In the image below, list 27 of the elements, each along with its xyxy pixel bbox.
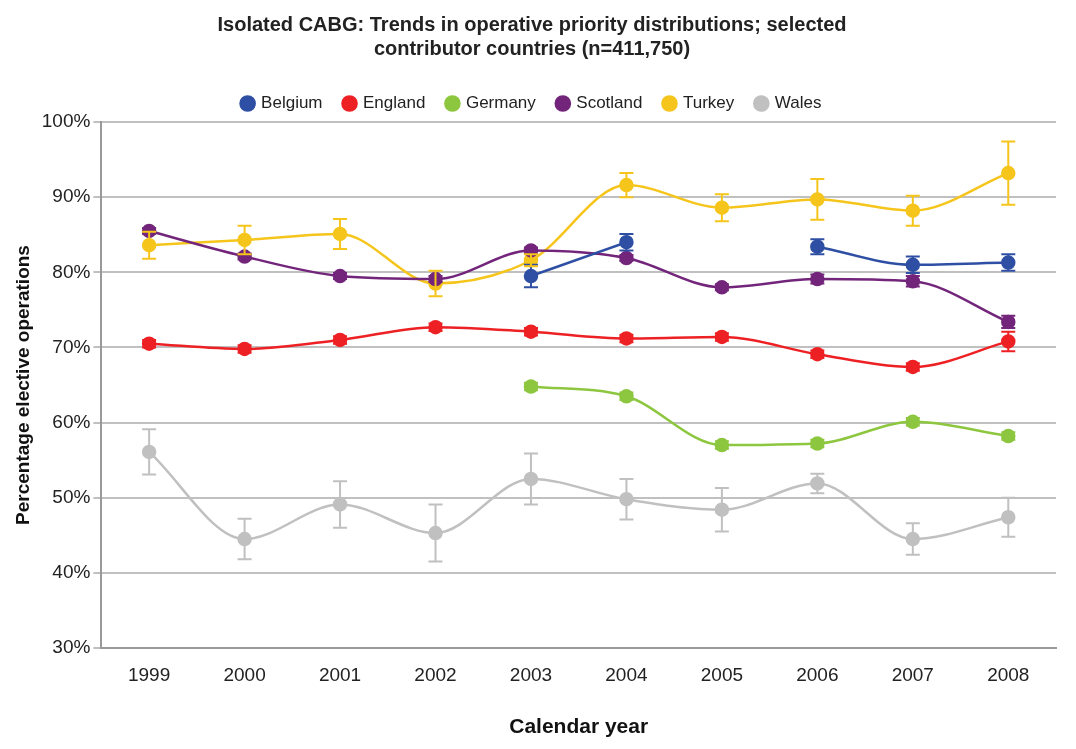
x-tick-label: 2007 xyxy=(891,663,934,685)
x-tick-label: 2006 xyxy=(796,663,839,685)
legend-label: Belgium xyxy=(261,93,323,113)
x-tick-label: 2000 xyxy=(223,663,266,685)
x-tick-label: 2008 xyxy=(987,663,1030,685)
y-tick-label: 80% xyxy=(52,260,91,282)
y-tick-label: 60% xyxy=(52,410,91,432)
y-axis-title: Percentage elective operations xyxy=(11,245,33,525)
legend-label: Germany xyxy=(465,93,537,113)
legend-label: Turkey xyxy=(682,93,735,113)
x-tick-label: 2004 xyxy=(605,663,648,685)
y-tick-label: 50% xyxy=(52,485,91,507)
x-axis-title: Calendar year xyxy=(509,714,649,738)
x-tick-label: 2003 xyxy=(509,663,553,685)
y-tick-label: 70% xyxy=(52,335,91,357)
legend-label: Scotland xyxy=(576,93,643,113)
x-tick-label: 1999 xyxy=(127,663,171,685)
y-tick-label: 40% xyxy=(52,561,91,583)
y-tick-label: 30% xyxy=(52,636,91,658)
x-tick-label: 2005 xyxy=(700,663,744,685)
x-tick-label: 2001 xyxy=(318,663,362,685)
legend-label: Wales xyxy=(774,93,822,113)
x-tick-label: 2002 xyxy=(414,663,457,685)
y-tick-label: 90% xyxy=(52,185,91,207)
legend-label: England xyxy=(363,93,426,113)
chart-title: Isolated CABG: Trends in operative priority distributions; selected contributor countries (n=411,750) xyxy=(217,12,847,59)
y-tick-label: 100% xyxy=(41,110,91,132)
